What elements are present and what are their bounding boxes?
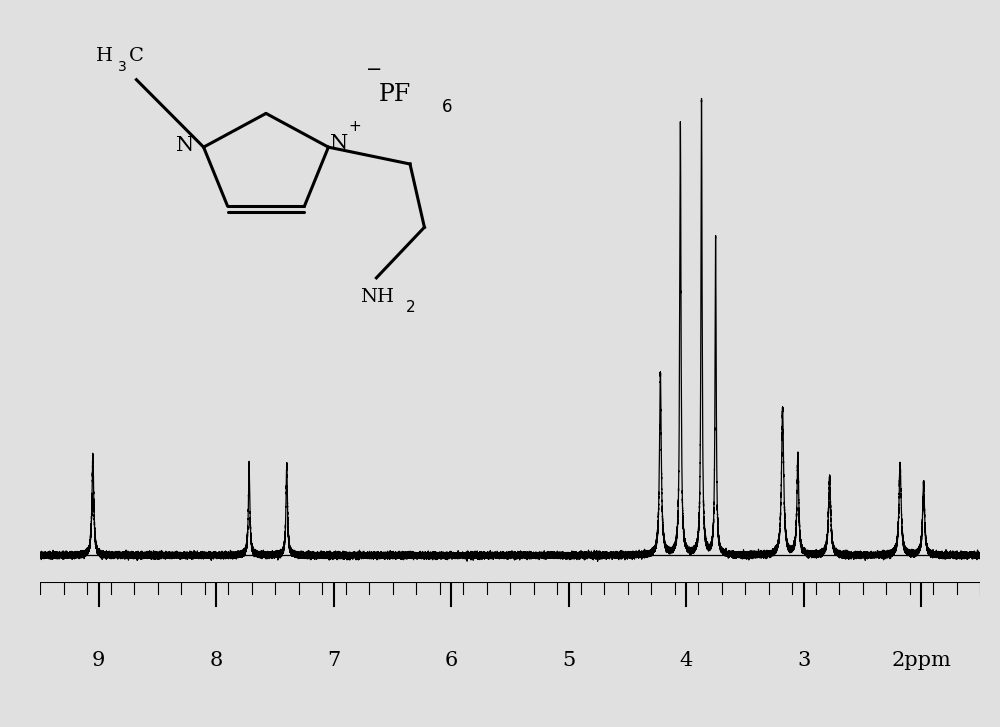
Text: H: H xyxy=(96,47,113,65)
Text: 8: 8 xyxy=(210,651,223,670)
Text: 6: 6 xyxy=(442,98,453,116)
Text: 2ppm: 2ppm xyxy=(891,651,951,670)
Text: 5: 5 xyxy=(562,651,575,670)
Text: 2: 2 xyxy=(406,300,416,315)
Text: −: − xyxy=(366,60,382,79)
Text: 7: 7 xyxy=(327,651,340,670)
Text: N: N xyxy=(330,134,348,153)
Text: +: + xyxy=(348,119,361,134)
Text: N: N xyxy=(176,135,194,155)
Text: 9: 9 xyxy=(92,651,105,670)
Text: 6: 6 xyxy=(445,651,458,670)
Text: C: C xyxy=(129,47,144,65)
Text: NH: NH xyxy=(360,288,394,306)
Text: PF: PF xyxy=(379,83,411,106)
Text: 3: 3 xyxy=(797,651,810,670)
Text: 3: 3 xyxy=(118,60,127,74)
Text: 4: 4 xyxy=(680,651,693,670)
